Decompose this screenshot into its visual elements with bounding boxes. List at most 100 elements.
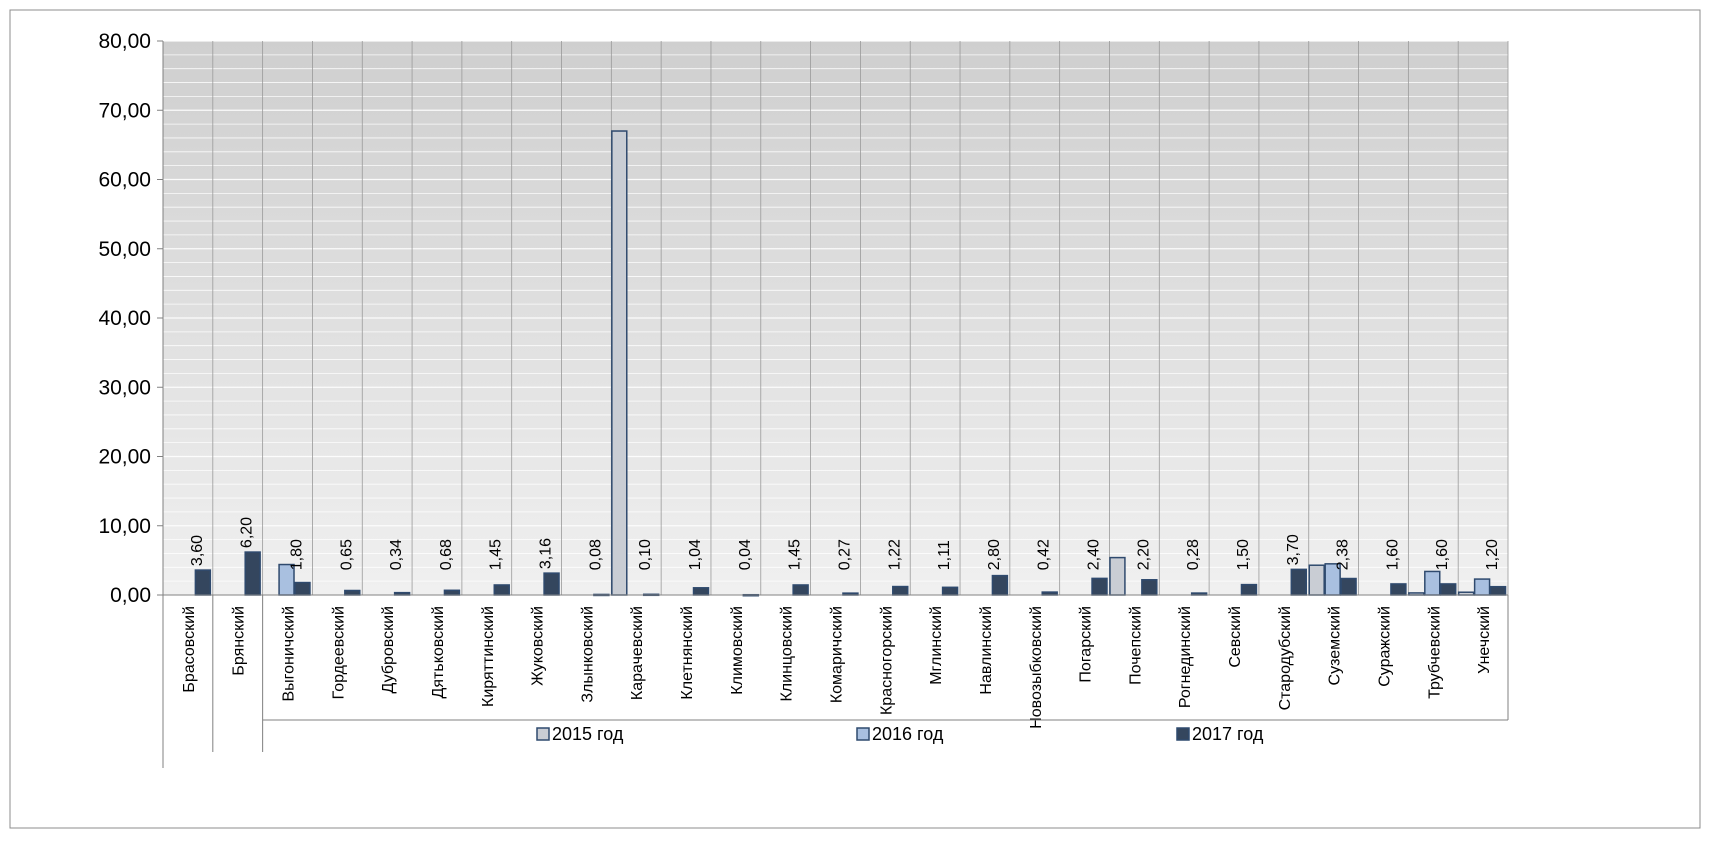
category-label: Севский — [1227, 606, 1244, 668]
bars — [194, 130, 1507, 597]
category-label: Киряттинский — [480, 606, 497, 707]
category-label: Комаричский — [829, 606, 846, 703]
category-label: Трубчевский — [1426, 606, 1443, 699]
legend-swatch — [1176, 727, 1190, 741]
data-label: 1,11 — [936, 540, 953, 570]
category-label: Гордеевский — [330, 606, 347, 699]
bar-2017 — [493, 584, 510, 596]
category-label: Жуковский — [530, 606, 547, 686]
category-label: Суражский — [1376, 606, 1393, 687]
data-label: 1,60 — [1434, 539, 1451, 570]
bar-2017 — [443, 589, 461, 596]
category-label: Суземский — [1327, 606, 1344, 685]
bar-2017 — [543, 572, 560, 596]
legend-label: 2015 год — [552, 724, 624, 744]
bar-2017 — [294, 581, 311, 596]
data-label: 1,22 — [886, 539, 903, 570]
data-label: 3,70 — [1285, 534, 1302, 565]
data-label: 0,28 — [1185, 539, 1202, 570]
data-label: 2,38 — [1335, 539, 1352, 570]
category-label: Погарский — [1078, 606, 1095, 683]
y-tick-label: 50,00 — [98, 238, 151, 261]
category-label: Почепский — [1127, 606, 1144, 685]
category-label: Красногорский — [878, 606, 895, 715]
bar-2017 — [692, 587, 710, 596]
data-label: 2,40 — [1086, 539, 1103, 570]
data-label: 3,60 — [189, 535, 206, 566]
bar-2017 — [1390, 583, 1407, 596]
data-label: 1,04 — [687, 539, 704, 570]
data-label: 0,27 — [836, 539, 853, 570]
data-label: 0,42 — [1036, 539, 1053, 570]
bar-2017 — [344, 589, 361, 596]
data-label: 0,65 — [338, 539, 355, 570]
bar-2017 — [1340, 577, 1357, 596]
bar-2017 — [194, 569, 212, 596]
data-label: 0,68 — [438, 539, 455, 570]
y-tick-label: 30,00 — [98, 376, 151, 399]
data-label: 0,04 — [737, 539, 754, 570]
category-label: Злынковский — [579, 606, 596, 703]
category-label: Климовский — [729, 606, 746, 695]
category-label: Клетнянский — [679, 606, 696, 700]
data-label: 1,80 — [288, 539, 305, 570]
category-label: Выгоничский — [281, 606, 298, 702]
y-tick-label: 80,00 — [98, 30, 151, 53]
data-label: 0,34 — [388, 539, 405, 570]
data-label: 0,08 — [587, 539, 604, 570]
data-label: 0,10 — [637, 539, 654, 570]
bar-2017 — [991, 574, 1009, 596]
legend-label: 2017 год — [1192, 724, 1264, 744]
y-tick-label: 60,00 — [98, 169, 151, 192]
category-label: Рогнединский — [1177, 606, 1194, 708]
y-tick-label: 10,00 — [98, 515, 151, 538]
category-label: Брасовский — [181, 606, 198, 693]
category-label: Клинцовский — [779, 606, 796, 702]
legend-label: 2016 год — [872, 724, 944, 744]
data-label: 2,80 — [986, 539, 1003, 570]
bar-2015 — [1109, 556, 1126, 596]
category-label: Дятьковский — [430, 606, 447, 698]
y-tick-label: 70,00 — [98, 99, 151, 122]
category-label: Навлинский — [978, 606, 995, 695]
bar-2017 — [1240, 583, 1258, 596]
category-label: Стародубский — [1277, 606, 1294, 710]
y-tick-label: 0,00 — [110, 584, 151, 607]
category-label: Унечский — [1476, 606, 1493, 674]
bar-2017 — [792, 584, 809, 596]
category-label: Дубровский — [380, 606, 397, 694]
bar-2015 — [1308, 564, 1325, 596]
bar-2017 — [244, 551, 261, 596]
data-label: 1,50 — [1235, 539, 1252, 570]
data-label: 2,20 — [1135, 539, 1152, 570]
legend: 2015 год 2016 год 2017 год — [536, 724, 1264, 744]
data-label: 1,20 — [1484, 539, 1501, 570]
bar-2017 — [1489, 585, 1507, 596]
bar-2017 — [892, 585, 909, 596]
bar-2017 — [1091, 577, 1108, 596]
data-label: 1,45 — [787, 539, 804, 570]
bar-2016 — [1424, 570, 1441, 596]
data-label: 3,16 — [538, 538, 555, 569]
data-label: 1,60 — [1384, 539, 1401, 570]
bar-2017 — [941, 586, 959, 596]
bar-2016 — [1473, 578, 1491, 596]
axes: 0,00 10,00 20,00 30,00 40,00 50,00 60,00 70,00 8… — [98, 30, 1509, 768]
category-label: Новозыбковский — [1028, 606, 1045, 729]
bar-2017 — [1440, 583, 1457, 596]
legend-swatch — [856, 727, 870, 741]
data-labels: 3,60 6,20 1,80 0,65 0,34 0,68 1,45 3,16 0,08 0,10… — [189, 517, 1501, 570]
legend-swatch — [536, 727, 550, 741]
bar-2015 — [611, 130, 628, 596]
category-label: Мглинский — [928, 606, 945, 685]
data-label: 6,20 — [239, 517, 256, 548]
y-tick-label: 40,00 — [98, 307, 151, 330]
bar-2017 — [1290, 568, 1307, 596]
bar-2017 — [1141, 579, 1158, 596]
data-label: 1,45 — [488, 539, 505, 570]
gridlines — [162, 40, 1509, 596]
y-tick-label: 20,00 — [98, 446, 151, 469]
category-label: Брянский — [231, 606, 248, 676]
